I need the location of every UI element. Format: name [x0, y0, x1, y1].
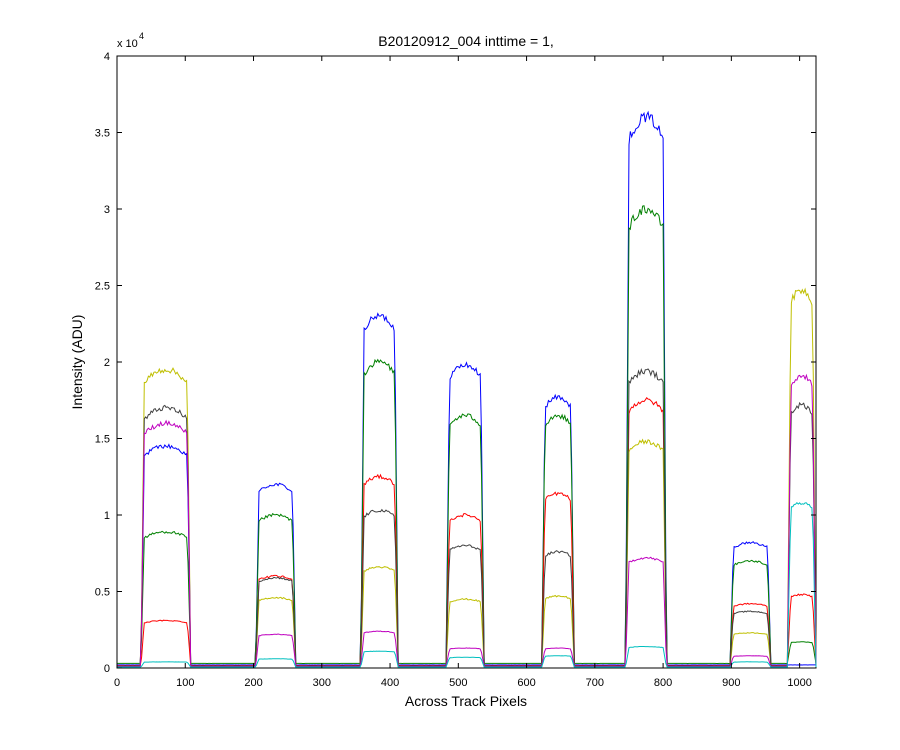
y-tick-label: 1 [104, 510, 110, 522]
x-tick-label: 200 [244, 677, 262, 689]
y-tick-label: 2 [104, 357, 110, 369]
y-tick-label: 3 [104, 204, 110, 216]
y-tick-label: 0.5 [95, 587, 110, 599]
series-layer [117, 110, 817, 668]
series-line [117, 205, 817, 665]
y-axis-exponent-power: 4 [139, 31, 144, 41]
series-line [117, 501, 817, 668]
x-tick-label: 400 [381, 677, 399, 689]
x-tick-label: 500 [449, 677, 467, 689]
series-line [117, 110, 816, 666]
x-tick-label: 900 [722, 677, 740, 689]
y-tick-label: 2.5 [95, 281, 110, 293]
x-tick-label: 0 [114, 677, 120, 689]
x-tick-label: 300 [313, 677, 331, 689]
y-tick-label: 0 [104, 663, 110, 675]
y-axis-label: Intensity (ADU) [69, 315, 85, 410]
y-axis-exponent-label: x 10 [117, 38, 138, 50]
x-tick-label: 100 [176, 677, 194, 689]
x-tick-label: 600 [517, 677, 535, 689]
x-tick-label: 700 [586, 677, 604, 689]
tick-layer: 0 100 200 300 400 500 600 700 800 900 1000 0 0.5 1 1.5… [95, 51, 816, 689]
x-tick-label: 800 [654, 677, 672, 689]
y-tick-label: 3.5 [95, 128, 110, 140]
y-tick-label: 4 [104, 51, 110, 63]
series-line [117, 368, 817, 667]
chart-title: B20120912_004 inttime = 1, [378, 33, 554, 49]
x-axis-label: Across Track Pixels [405, 693, 527, 709]
y-tick-label: 1.5 [95, 434, 110, 446]
x-tick-label: 1000 [787, 677, 811, 689]
